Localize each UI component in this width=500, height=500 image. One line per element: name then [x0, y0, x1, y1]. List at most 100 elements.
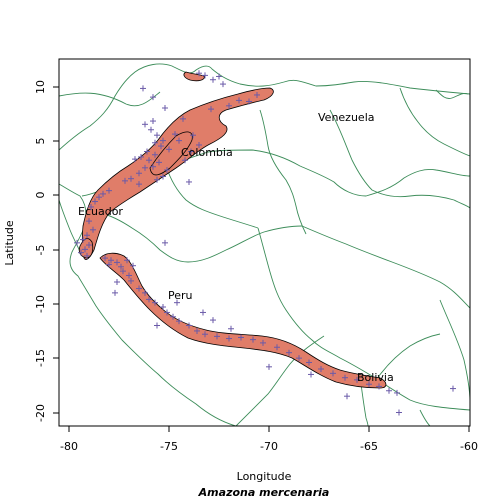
occurrence-point [238, 334, 244, 341]
occurrence-point [136, 285, 142, 292]
occurrence-point [84, 252, 90, 259]
y-tick-label: 5 [34, 138, 47, 145]
occurrence-point [100, 190, 106, 197]
occurrence-point [74, 239, 80, 246]
occurrence-point [130, 262, 136, 269]
occurrence-point [108, 257, 114, 264]
occurrence-point [126, 272, 132, 279]
y-axis: 10 5 0 -5 -10 -15 -20 [34, 80, 60, 422]
occurrence-point [158, 143, 164, 150]
occurrence-point [138, 153, 144, 160]
occurrence-point [128, 277, 134, 284]
occurrence-point [106, 261, 112, 268]
occurrence-point [90, 226, 96, 233]
occurrence-point [396, 409, 402, 416]
occurrence-point [260, 339, 266, 346]
occurrence-point [342, 374, 348, 381]
occurrence-point [220, 81, 226, 88]
occurrence-point [78, 249, 84, 256]
occurrence-point [386, 387, 392, 394]
occurrence-point [236, 97, 242, 104]
occurrence-point [318, 366, 324, 372]
occurrence-point [286, 349, 292, 356]
occurrence-point [154, 322, 160, 329]
occurrence-point [176, 137, 182, 144]
occurrence-point [308, 371, 314, 378]
occurrence-point [450, 385, 456, 392]
occurrence-point [160, 173, 166, 180]
x-tick-label: -75 [160, 440, 178, 453]
occurrence-point [228, 325, 234, 332]
occurrence-point [136, 181, 142, 188]
occurrence-point [106, 187, 112, 194]
occurrence-point [86, 242, 92, 249]
occurrence-point [92, 198, 98, 205]
range-santa-marta [183, 71, 205, 82]
occurrence-point [196, 141, 202, 148]
range-peru-bolivia [99, 252, 387, 389]
occurrence-point [120, 268, 126, 275]
country-borders [59, 63, 470, 426]
occurrence-point [102, 255, 108, 262]
occurrence-point [132, 156, 138, 163]
occurrence-point [164, 166, 170, 173]
y-tick-label: -20 [34, 404, 47, 422]
x-axis-title: Longitude [237, 470, 292, 483]
occurrence-point [170, 313, 176, 320]
occurrence-point [152, 151, 158, 158]
occurrence-point [88, 203, 94, 210]
occurrence-point [154, 176, 160, 183]
x-tick-label: -60 [460, 440, 478, 453]
occurrence-point [150, 118, 156, 125]
occurrence-point [166, 146, 172, 153]
occurrence-point [394, 389, 400, 396]
occurrence-point [142, 289, 148, 296]
occurrence-point [156, 159, 162, 166]
occurrence-point [366, 381, 372, 388]
occurrence-point [160, 304, 166, 311]
y-tick-label: 0 [34, 192, 47, 199]
plot-frame [58, 58, 471, 427]
occurrence-point [226, 102, 232, 109]
occurrence-point [124, 257, 130, 264]
species-subtitle: Amazona mercenaria [198, 486, 330, 499]
occurrence-point [150, 94, 156, 101]
occurrence-point [140, 85, 146, 92]
occurrence-point [202, 331, 208, 338]
occurrence-point [114, 279, 120, 285]
occurrence-point [80, 236, 86, 243]
occurrence-point [194, 327, 200, 334]
x-tick-label: -70 [260, 440, 278, 453]
occurrence-point [128, 175, 134, 182]
x-tick-label: -80 [60, 440, 78, 453]
occurrence-point [216, 73, 222, 80]
x-axis: -80 -75 -70 -65 -60 [60, 425, 478, 453]
occurrence-point [274, 344, 280, 351]
occurrence-point [172, 131, 178, 138]
occurrence-point [146, 296, 152, 303]
occurrence-point [114, 259, 120, 266]
y-tick-label: 10 [34, 80, 47, 94]
occurrence-point [144, 148, 150, 155]
y-tick-label: -10 [34, 295, 47, 313]
label-venezuela: Venezuela [318, 111, 375, 124]
occurrence-point [306, 359, 312, 366]
occurrence-point [208, 106, 214, 113]
occurrence-point [142, 164, 148, 171]
occurrence-point [162, 239, 168, 246]
occurrence-point [344, 393, 350, 400]
occurrence-point [354, 376, 360, 383]
occurrence-point [154, 132, 160, 139]
occurrence-point [210, 317, 216, 324]
occurrence-point [176, 318, 182, 325]
occurrence-point [160, 137, 166, 144]
occurrence-point [186, 178, 192, 185]
range-polygons [78, 71, 387, 389]
y-tick-label: -15 [34, 349, 47, 367]
occurrence-point [174, 299, 180, 306]
occurrence-point [200, 309, 206, 316]
occurrence-point [180, 115, 186, 122]
range-north-andes [81, 87, 274, 260]
occurrence-point [148, 126, 154, 133]
